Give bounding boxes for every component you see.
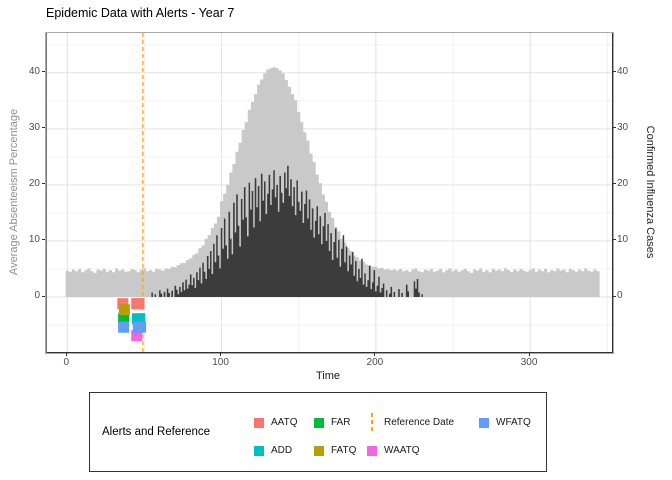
alert-marker-fatq bbox=[118, 304, 130, 316]
x-tick-label: 0 bbox=[63, 357, 70, 368]
y-right-tick-mark bbox=[613, 239, 616, 241]
y-right-tick-mark bbox=[613, 71, 616, 73]
x-tick-mark bbox=[65, 353, 67, 356]
legend-key-square bbox=[314, 418, 324, 428]
legend-entry-label: Reference Date bbox=[384, 417, 455, 428]
legend-entry-label: WAATQ bbox=[384, 445, 420, 456]
legend-entry-label: ADD bbox=[271, 445, 293, 456]
legend-box: Alerts and Reference AATQ ADD FAR FATQ Refer… bbox=[89, 392, 547, 472]
legend-title: Alerts and Reference bbox=[102, 426, 211, 438]
y-right-tick-mark bbox=[613, 127, 616, 129]
legend-entry-label: WFATQ bbox=[496, 417, 531, 428]
y-right-tick-label: 0 bbox=[617, 290, 623, 301]
x-tick-label: 200 bbox=[366, 357, 384, 368]
y-left-tick-mark bbox=[42, 71, 45, 73]
legend-key-square bbox=[254, 446, 264, 456]
alert-marker-far bbox=[118, 312, 130, 324]
y-right-tick-label: 40 bbox=[617, 65, 629, 77]
alert-marker-wfatq bbox=[135, 321, 147, 333]
y-left-tick-label: 10 bbox=[28, 233, 40, 245]
x-tick-mark bbox=[374, 353, 376, 356]
legend-key-dashed-line-icon bbox=[371, 413, 373, 433]
absenteeism-percentage-area bbox=[65, 67, 600, 297]
legend-entry-label: FATQ bbox=[331, 445, 357, 456]
plot-panel bbox=[45, 32, 614, 354]
x-tick-mark bbox=[220, 353, 222, 356]
legend-entry-label: AATQ bbox=[271, 417, 298, 428]
x-tick-mark bbox=[528, 353, 530, 356]
plot-title: Epidemic Data with Alerts - Year 7 bbox=[46, 6, 235, 20]
alert-marker-wfatq bbox=[118, 321, 130, 333]
y-left-tick-mark bbox=[42, 295, 45, 297]
legend-entry-label: FAR bbox=[331, 417, 351, 428]
alert-marker-aatq bbox=[133, 298, 145, 310]
y-left-tick-label: 0 bbox=[34, 290, 40, 301]
y-left-tick-label: 30 bbox=[28, 121, 40, 133]
alert-marker-add bbox=[134, 313, 146, 325]
legend-key-square bbox=[479, 418, 489, 428]
confirmed-influenza-cases-area bbox=[151, 165, 423, 297]
y-left-tick-label: 40 bbox=[28, 65, 40, 77]
alert-marker-aatq bbox=[117, 298, 129, 310]
chart-canvas bbox=[46, 33, 613, 353]
legend-key-square bbox=[254, 418, 264, 428]
y-right-tick-label: 20 bbox=[617, 177, 629, 189]
legend-key-square bbox=[314, 446, 324, 456]
y-right-tick-mark bbox=[613, 295, 616, 297]
y-left-tick-mark bbox=[42, 183, 45, 185]
y-right-tick-label: 30 bbox=[617, 121, 629, 133]
y-left-axis-title: Average Absenteeism Percentage bbox=[8, 108, 20, 276]
legend-key-square bbox=[367, 446, 377, 456]
x-axis-title: Time bbox=[315, 370, 341, 382]
y-left-tick-mark bbox=[42, 239, 45, 241]
y-left-tick-mark bbox=[42, 127, 45, 129]
y-left-tick-label: 20 bbox=[28, 177, 40, 189]
y-right-tick-mark bbox=[613, 183, 616, 185]
y-right-axis-title: Confirmed Influenza Cases bbox=[644, 125, 656, 259]
alert-marker-waatq bbox=[131, 330, 143, 342]
y-right-tick-label: 10 bbox=[617, 233, 629, 245]
x-tick-label: 100 bbox=[212, 357, 229, 368]
x-tick-label: 300 bbox=[520, 357, 538, 368]
